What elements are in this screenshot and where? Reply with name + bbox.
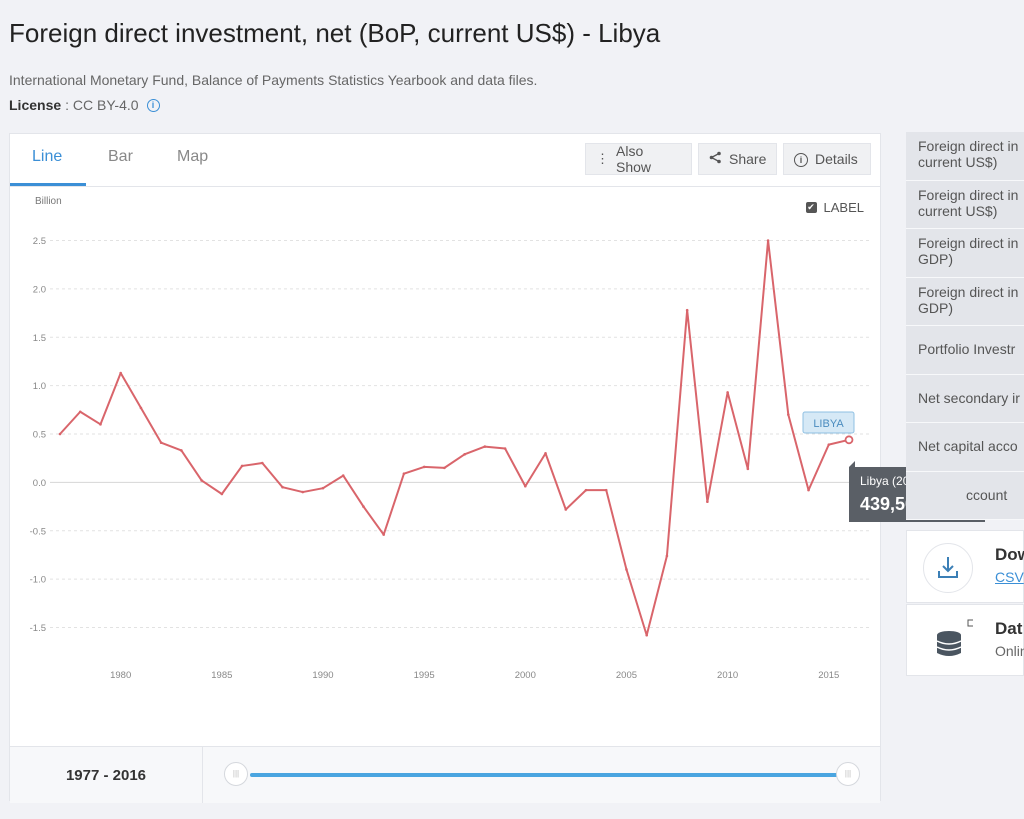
databank-card: Dat Onlin <box>906 604 1024 676</box>
range-slider-start-handle[interactable]: ||| <box>224 762 248 786</box>
related-indicator-item[interactable]: Foreign direct in GDP) <box>906 229 1024 278</box>
year-range-bar: 1977 - 2016 ||| ||| <box>10 746 880 803</box>
related-indicator-item[interactable]: Foreign direct in current US$) <box>906 132 1024 181</box>
active-tab-indicator <box>10 183 86 186</box>
label-toggle-text: LABEL <box>823 200 864 215</box>
share-button[interactable]: Share <box>698 143 777 175</box>
details-button[interactable]: i Details <box>783 143 871 175</box>
info-circle-icon: i <box>794 151 808 167</box>
database-icon <box>923 617 975 667</box>
download-icon <box>923 543 973 593</box>
databank-sub: Onlin <box>995 643 1024 659</box>
range-slider-end-handle[interactable]: ||| <box>836 762 860 786</box>
label-toggle[interactable]: ✔ LABEL <box>805 200 864 215</box>
chart-panel: Line Bar Map ⋮ Also Show Share i Details… <box>9 133 881 803</box>
download-title: Dow <box>995 545 1024 564</box>
range-slider-track[interactable] <box>250 773 850 777</box>
related-indicator-item[interactable]: Foreign direct in GDP) <box>906 277 1024 326</box>
related-indicator-item[interactable]: Net capital acco <box>906 423 1024 472</box>
tab-bar[interactable]: Bar <box>108 148 133 165</box>
license-value: : CC BY-4.0 <box>65 97 139 113</box>
info-icon[interactable]: i <box>146 98 160 112</box>
checkbox-checked-icon[interactable]: ✔ <box>805 202 817 213</box>
tab-map[interactable]: Map <box>177 148 209 165</box>
download-card: Dow CSV <box>906 530 1024 603</box>
related-indicator-item[interactable]: Net secondary ir <box>906 374 1024 423</box>
license: License : CC BY-4.0 i <box>9 97 160 113</box>
related-indicator-item[interactable]: Portfolio Investr <box>906 326 1024 375</box>
databank-title: Dat <box>995 619 1023 638</box>
csv-download-link[interactable]: CSV <box>995 569 1024 585</box>
more-vertical-icon: ⋮ <box>596 151 609 166</box>
share-label: Share <box>729 151 767 167</box>
share-icon <box>709 151 722 167</box>
tab-line[interactable]: Line <box>32 148 63 165</box>
details-label: Details <box>815 151 858 167</box>
related-indicator-item[interactable]: Foreign direct in current US$) <box>906 180 1024 229</box>
source-text: International Monetary Fund, Balance of … <box>9 72 538 88</box>
related-indicators-list: Foreign direct in current US$) Foreign di… <box>906 132 1024 520</box>
year-range-label: 1977 - 2016 <box>10 747 203 803</box>
also-show-button[interactable]: ⋮ Also Show <box>585 143 692 175</box>
page-title: Foreign direct investment, net (BoP, cur… <box>9 18 661 48</box>
chart-tabs: Line Bar Map ⋮ Also Show Share i Details <box>10 134 880 187</box>
related-indicator-item[interactable]: ccount <box>906 471 1024 520</box>
also-show-label: Also Show <box>616 143 652 175</box>
license-label: License <box>9 97 62 113</box>
